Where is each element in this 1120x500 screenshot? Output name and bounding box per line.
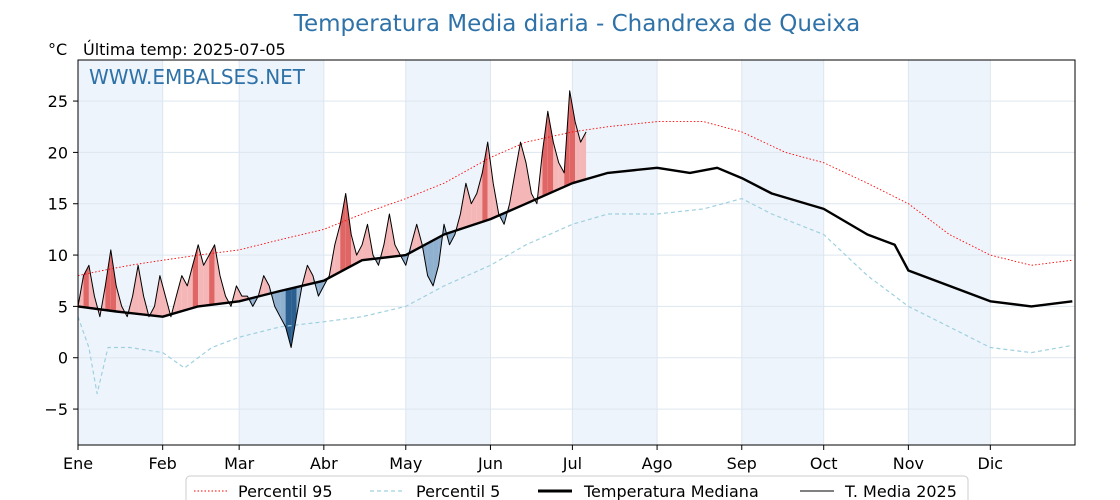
x-tick-label: Sep — [727, 454, 757, 473]
x-tick-label: May — [389, 454, 422, 473]
fill-above-median — [340, 193, 346, 272]
fill-above-median — [159, 275, 166, 317]
line-percentil-95 — [77, 121, 1073, 277]
fill-above-median — [209, 244, 215, 305]
y-tick-label: 20 — [48, 143, 68, 162]
y-axis: −5 0 5 10 15 20 25 — [44, 92, 78, 419]
fill-below-median — [433, 237, 439, 286]
fill-above-median — [362, 224, 368, 261]
fill-above-median — [558, 162, 565, 190]
legend-p95-label: Percentil 95 — [238, 482, 333, 500]
fill-above-median — [345, 193, 352, 269]
x-tick-label: Ene — [63, 454, 93, 473]
fill-above-median — [580, 131, 587, 181]
x-axis: Ene Feb Mar Abr May Jun Jul Ago Sep Oct Nov Dic — [63, 445, 1003, 473]
fill-above-median — [553, 142, 559, 192]
fill-above-median — [482, 142, 488, 222]
legend-median-label: Temperatura Mediana — [583, 482, 759, 500]
y-tick-label: 10 — [48, 246, 68, 265]
fill-below-median — [285, 288, 292, 348]
series-lines — [77, 90, 1073, 395]
last-temp-label: Última temp: 2025-07-05 — [83, 40, 286, 59]
fill-above-median — [383, 214, 390, 258]
x-tick-label: Ago — [642, 454, 673, 473]
fill-above-median — [542, 111, 548, 197]
plot-frame — [77, 59, 1076, 446]
fill-above-median — [83, 265, 89, 308]
fill-above-median — [214, 244, 220, 305]
y-tick-label: 5 — [58, 297, 68, 316]
fill-above-median — [176, 275, 182, 313]
fill-above-median — [307, 265, 313, 285]
fill-above-median — [476, 172, 483, 224]
month-band-Ene — [78, 60, 163, 445]
fill-above-median — [138, 265, 144, 315]
line-t-media-2025 — [77, 90, 587, 348]
fill-above-median — [389, 214, 395, 257]
line-temperatura-mediana — [77, 166, 1073, 318]
fill-above-median — [110, 249, 117, 312]
legend-current-label: T. Media 2025 — [844, 482, 957, 500]
watermark: WWW.EMBALSES.NET — [89, 65, 306, 89]
x-tick-label: Nov — [893, 454, 924, 473]
fill-above-median — [356, 244, 363, 264]
month-band-Sep — [741, 60, 824, 445]
line-percentil-5 — [77, 198, 1073, 395]
legend-box — [185, 475, 969, 500]
fill-above-median — [187, 265, 193, 310]
unit-label: °C — [48, 40, 67, 59]
y-tick-label: 15 — [48, 195, 68, 214]
x-tick-label: Jun — [477, 454, 503, 473]
fill-above-median — [132, 265, 139, 314]
fill-above-median — [460, 183, 466, 230]
fill-above-median — [515, 142, 521, 209]
fill-above-median — [351, 234, 357, 267]
month-band-Nov — [908, 60, 991, 445]
fill-above-median — [181, 275, 188, 312]
fill-below-median — [318, 280, 324, 297]
legend-p5-label: Percentil 5 — [416, 482, 500, 500]
fill-above-median — [263, 275, 270, 296]
x-tick-label: Jul — [562, 454, 582, 473]
fill-above-median — [203, 255, 210, 306]
month-band-Mar — [239, 60, 324, 445]
x-tick-label: Dic — [978, 454, 1004, 473]
legend: Percentil 95 Percentil 5 Temperatura Med… — [185, 475, 969, 500]
fill-above-median — [487, 142, 494, 220]
fill-above-median — [105, 249, 111, 311]
fill-above-median — [465, 183, 472, 228]
x-tick-label: Feb — [149, 454, 177, 473]
x-tick-label: Abr — [310, 454, 338, 473]
x-tick-label: Oct — [810, 454, 838, 473]
fill-below-median — [427, 240, 434, 286]
fill-above-median — [88, 265, 95, 309]
fill-below-median — [274, 291, 281, 317]
chart-title: Temperatura Media diaria - Chandrexa de … — [293, 11, 860, 37]
fill-above-median — [575, 121, 581, 183]
month-bands — [78, 60, 991, 445]
month-band-Jul — [572, 60, 658, 445]
fill-below-median — [280, 289, 286, 327]
y-tick-label: 25 — [48, 92, 68, 111]
month-band-May — [405, 60, 491, 445]
fill-above-median — [236, 285, 242, 302]
fill-above-median — [334, 224, 341, 275]
y-tick-label: −5 — [44, 400, 68, 419]
fill-below-median — [291, 287, 297, 348]
x-tick-label: Mar — [224, 454, 255, 473]
fill-above-median — [547, 111, 554, 195]
y-tick-label: 0 — [58, 349, 68, 368]
